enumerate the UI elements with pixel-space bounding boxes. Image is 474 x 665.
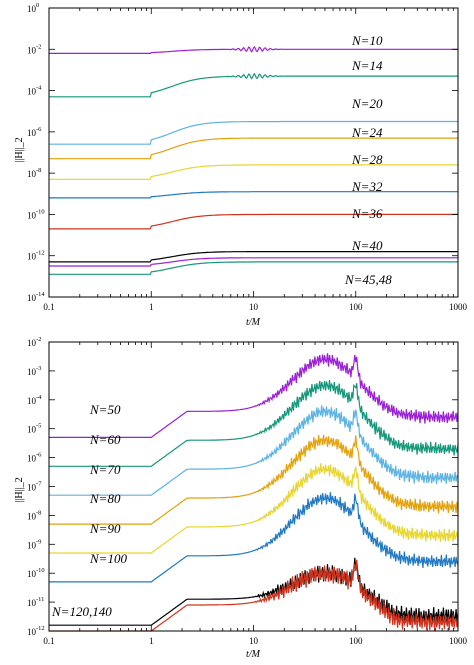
series-annotation: N=40 [351,238,383,253]
series-line [49,492,459,583]
series-annotation: N=14 [351,58,383,73]
series-line [49,257,458,267]
series-line [49,463,459,554]
series-annotation: N=60 [89,432,121,447]
series-line [49,45,458,55]
series-annotation: N=50 [89,402,121,417]
bottom-annotations-group: N=50 N=60 N=70 N=80 N=90 N=100 N=120,140 [51,402,127,619]
top-x-axis-title: t/M [246,317,261,328]
series-line [49,137,458,160]
x-tick-label: 0.1 [43,302,54,312]
series-annotation: N=90 [89,521,121,536]
series-line [49,72,458,98]
series-annotation: N=36 [351,206,383,221]
x-tick-label: 1000 [449,636,468,646]
x-tick-label: 0.1 [43,636,54,646]
series-line [49,213,458,230]
bottom-series-group [49,353,459,632]
series-annotation: N=20 [351,96,383,111]
series-annotation: N=45,48 [344,272,392,287]
series-annotation: N=120,140 [51,604,112,619]
series-line [49,434,459,525]
x-tick-label: 10 [249,302,259,312]
bottom-y-axis-title: ||H||_2 [14,477,25,502]
series-annotation: N=24 [351,125,383,140]
top-annotations-group: N=10 N=14 N=20 N=24 N=28 N=32 N=36 N=40 N=45,48 [344,33,392,287]
x-tick-label: 1 [149,636,154,646]
series-annotation: N=10 [351,33,383,48]
series-annotation: N=28 [351,152,383,167]
series-line [49,164,458,180]
series-annotation: N=70 [89,462,121,477]
x-tick-label: 100 [349,302,363,312]
top-y-axis-title: ||H||_2 [14,137,25,162]
series-line [49,380,459,467]
series-line [49,191,458,199]
series-line [49,120,458,145]
bottom-x-axis-title: t/M [246,649,261,660]
x-tick-label: 10 [249,636,259,646]
series-annotation: N=32 [351,179,383,194]
series-annotation: N=100 [89,551,127,566]
series-line [49,251,458,263]
x-tick-label: 100 [349,636,363,646]
series-line [49,261,458,275]
series-line [49,557,459,626]
top-panel: 0.1 1 10 100 100010010-210-410-610-810-1010-… [14,2,468,328]
top-series-group [49,45,458,275]
series-line [49,405,459,496]
series-annotation: N=80 [89,491,121,506]
x-tick-label: 1000 [449,302,468,312]
series-line [49,353,459,438]
x-tick-label: 1 [149,302,154,312]
